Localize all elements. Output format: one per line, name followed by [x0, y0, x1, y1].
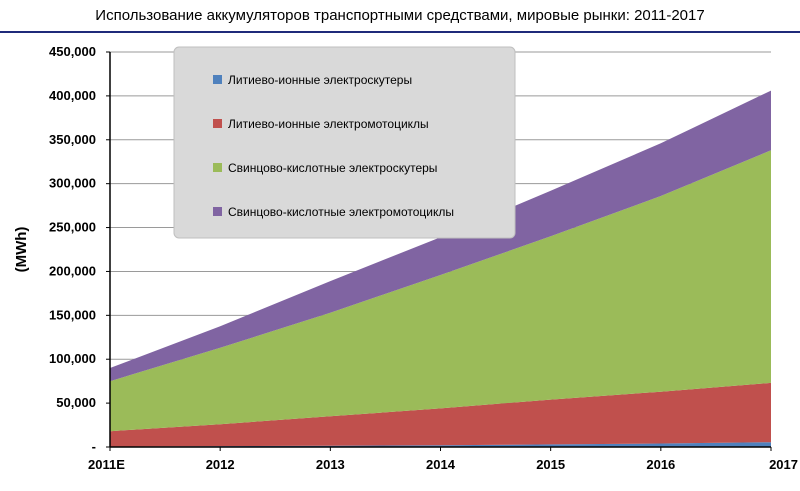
y-tick-label-5: 250,000 [49, 220, 96, 235]
area-series [110, 90, 771, 447]
legend-label-1: Литиево-ионные электромотоциклы [228, 117, 429, 131]
x-tick-label-1: 2012 [206, 457, 235, 472]
legend-label-2: Свинцово-кислотные электроскутеры [228, 161, 437, 175]
legend: Литиево-ионные электроскутеры Литиево-ион… [173, 46, 516, 239]
x-tick-label-2: 2013 [316, 457, 345, 472]
x-tick-label-4: 2015 [536, 457, 565, 472]
x-tick-label-5: 2016 [646, 457, 675, 472]
x-tick-labels: 2011E 2012 2013 2014 2015 2016 2017 [88, 457, 798, 472]
legend-swatch-1 [213, 119, 222, 128]
x-tick-label-6: 2017 [769, 457, 798, 472]
area-series-3 [110, 90, 771, 382]
chart-title: Использование аккумуляторов транспортным… [95, 7, 705, 24]
legend-swatch-2 [213, 163, 222, 172]
legend-box [173, 46, 516, 239]
area-series-2 [110, 150, 771, 432]
y-tick-label-7: 350,000 [49, 132, 96, 147]
legend-swatch-0 [213, 75, 222, 84]
y-tick-label-8: 400,000 [49, 88, 96, 103]
y-tick-label-3: 150,000 [49, 307, 96, 322]
y-tick-label-4: 200,000 [49, 263, 96, 278]
y-tick-label-6: 300,000 [49, 176, 96, 191]
y-tick-label-1: 50,000 [56, 395, 96, 410]
area-series-0 [110, 442, 771, 447]
title-divider [0, 31, 800, 33]
x-tick-label-3: 2014 [426, 457, 456, 472]
y-tick-label-0: - [92, 439, 96, 454]
y-axis-label: (MWh) [13, 227, 30, 273]
area-series-1 [110, 382, 771, 447]
x-tick-label-0: 2011E [88, 457, 125, 472]
legend-swatch-3 [213, 207, 222, 216]
legend-label-3: Свинцово-кислотные электромотоциклы [228, 205, 454, 219]
y-tick-labels: - 50,000 100,000 150,000 200,000 250,000 300,0… [49, 44, 96, 454]
y-tick-label-2: 100,000 [49, 351, 96, 366]
axes [106, 51, 772, 451]
y-tick-label-9: 450,000 [49, 44, 96, 59]
legend-label-0: Литиево-ионные электроскутеры [228, 73, 412, 87]
